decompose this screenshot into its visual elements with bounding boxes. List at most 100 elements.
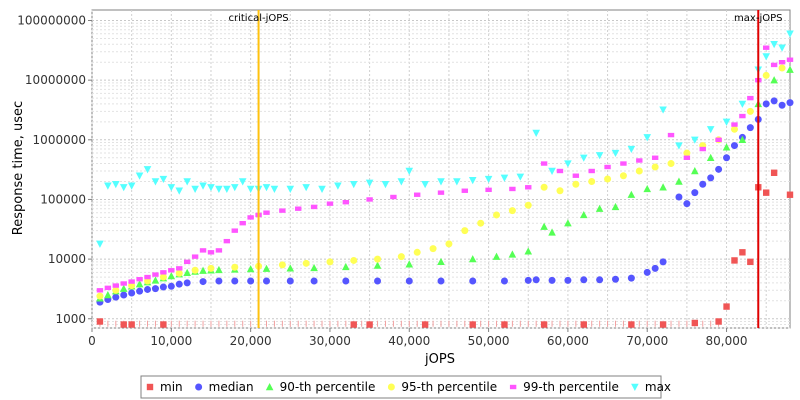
data-point	[556, 187, 564, 195]
data-point	[414, 192, 421, 197]
data-point	[770, 169, 778, 176]
data-point	[366, 197, 373, 202]
x-tick-label: 20,000	[230, 334, 272, 348]
data-point	[746, 124, 754, 132]
data-point	[492, 252, 501, 260]
legend-label: 95-th percentile	[401, 380, 497, 394]
series-95-th-percentile	[96, 64, 786, 300]
data-point	[691, 319, 699, 327]
x-tick-label: 10,000	[150, 334, 192, 348]
data-point	[199, 182, 207, 190]
x-axis-title: jOPS	[424, 352, 455, 367]
data-point	[365, 179, 374, 187]
data-point	[207, 250, 215, 255]
data-point	[215, 185, 223, 193]
data-point	[168, 268, 175, 273]
data-point	[675, 142, 683, 150]
data-point	[405, 277, 413, 285]
data-point	[111, 181, 120, 189]
data-point	[770, 97, 778, 105]
data-point	[501, 321, 508, 328]
data-point	[175, 280, 183, 288]
data-point	[263, 210, 270, 215]
data-point	[643, 268, 651, 276]
y-tick-label: 10000	[48, 252, 86, 266]
data-point	[96, 318, 104, 325]
data-point	[786, 65, 794, 73]
data-point	[246, 185, 255, 193]
data-point	[691, 189, 699, 197]
y-tick-label: 1000	[55, 312, 86, 326]
data-point	[778, 101, 786, 109]
data-point	[183, 259, 191, 265]
data-point	[715, 137, 722, 143]
data-point	[342, 277, 350, 285]
data-point	[421, 181, 429, 189]
data-point	[160, 321, 167, 328]
data-point	[683, 200, 691, 208]
data-point	[128, 321, 135, 328]
data-point	[747, 258, 754, 266]
data-point	[572, 180, 580, 188]
data-point	[778, 44, 786, 52]
data-point	[96, 292, 104, 300]
data-point	[279, 208, 286, 213]
data-point	[770, 41, 778, 49]
data-point	[136, 287, 144, 295]
data-point	[556, 168, 564, 174]
data-point	[437, 257, 445, 266]
x-tick-label: 30,000	[309, 334, 351, 348]
data-point	[143, 166, 152, 174]
data-point	[524, 201, 532, 209]
data-point	[437, 190, 445, 195]
data-point	[627, 190, 636, 198]
data-point	[762, 53, 771, 61]
data-point	[500, 277, 508, 285]
data-point	[310, 263, 318, 272]
data-point	[262, 184, 271, 192]
data-point	[651, 163, 659, 171]
data-point	[176, 266, 183, 271]
data-point	[183, 178, 191, 186]
data-point	[135, 172, 144, 180]
data-point	[238, 178, 247, 186]
data-point	[747, 95, 754, 101]
data-point	[604, 175, 612, 183]
data-point	[191, 254, 199, 259]
data-point	[231, 263, 239, 271]
data-point	[746, 107, 754, 115]
data-point	[612, 275, 619, 283]
data-point	[461, 227, 469, 235]
data-point	[286, 185, 295, 193]
data-point	[596, 276, 604, 284]
data-point	[548, 167, 556, 175]
data-point	[468, 177, 477, 185]
data-point	[151, 285, 159, 293]
data-point	[635, 167, 643, 175]
data-point	[151, 276, 160, 284]
data-point	[183, 268, 191, 276]
data-point	[295, 206, 302, 211]
data-point	[215, 248, 223, 253]
data-point	[461, 188, 468, 193]
data-point	[667, 160, 675, 168]
data-point	[112, 283, 119, 288]
data-point	[199, 278, 207, 286]
data-point	[493, 211, 501, 219]
data-point	[525, 185, 532, 190]
data-point	[675, 177, 683, 185]
data-point	[310, 277, 318, 285]
data-point	[548, 276, 556, 284]
data-point	[167, 272, 176, 280]
data-point	[477, 219, 485, 227]
data-point	[675, 193, 683, 201]
data-point	[350, 321, 357, 328]
x-tick-label: 80,000	[706, 334, 748, 348]
data-point	[207, 264, 215, 272]
x-tick-label: 60,000	[547, 334, 589, 348]
data-point	[326, 201, 334, 206]
data-point	[738, 100, 747, 108]
data-point	[595, 204, 604, 212]
data-point	[215, 277, 223, 285]
